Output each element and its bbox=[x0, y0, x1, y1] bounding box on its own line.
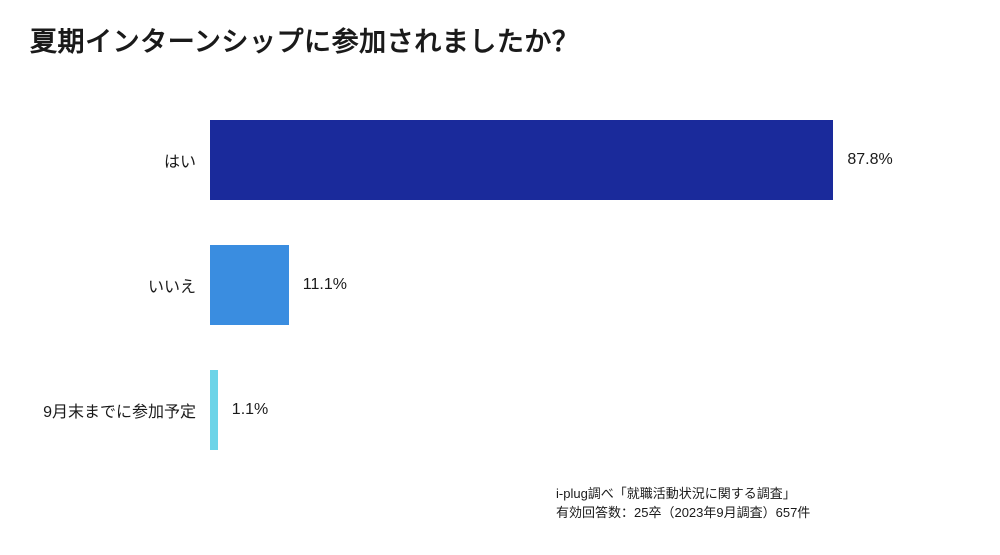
value-label: 1.1% bbox=[232, 401, 268, 419]
source-line-1: i-plug調べ「就職活動状況に関する調査」 bbox=[556, 485, 810, 504]
chart-row: はい 87.8% bbox=[0, 120, 1000, 200]
chart-row: 9月末までに参加予定 1.1% bbox=[0, 370, 1000, 450]
bar bbox=[210, 245, 289, 325]
category-label: はい bbox=[0, 148, 210, 172]
category-label: 9月末までに参加予定 bbox=[0, 398, 210, 422]
value-label: 87.8% bbox=[847, 151, 892, 169]
source-citation: i-plug調べ「就職活動状況に関する調査」 有効回答数：25卒（2023年9月… bbox=[556, 485, 810, 523]
bar-area: 87.8% bbox=[210, 120, 920, 200]
value-label: 11.1% bbox=[303, 276, 347, 294]
bar bbox=[210, 370, 218, 450]
source-line-2: 有効回答数：25卒（2023年9月調査）657件 bbox=[556, 504, 810, 523]
bar bbox=[210, 120, 833, 200]
category-label: いいえ bbox=[0, 273, 210, 297]
bar-area: 11.1% bbox=[210, 245, 920, 325]
chart-title: 夏期インターンシップに参加されましたか？ bbox=[30, 20, 579, 59]
bar-area: 1.1% bbox=[210, 370, 920, 450]
bar-chart: はい 87.8% いいえ 11.1% 9月末までに参加予定 1.1% bbox=[0, 120, 1000, 450]
chart-row: いいえ 11.1% bbox=[0, 245, 1000, 325]
